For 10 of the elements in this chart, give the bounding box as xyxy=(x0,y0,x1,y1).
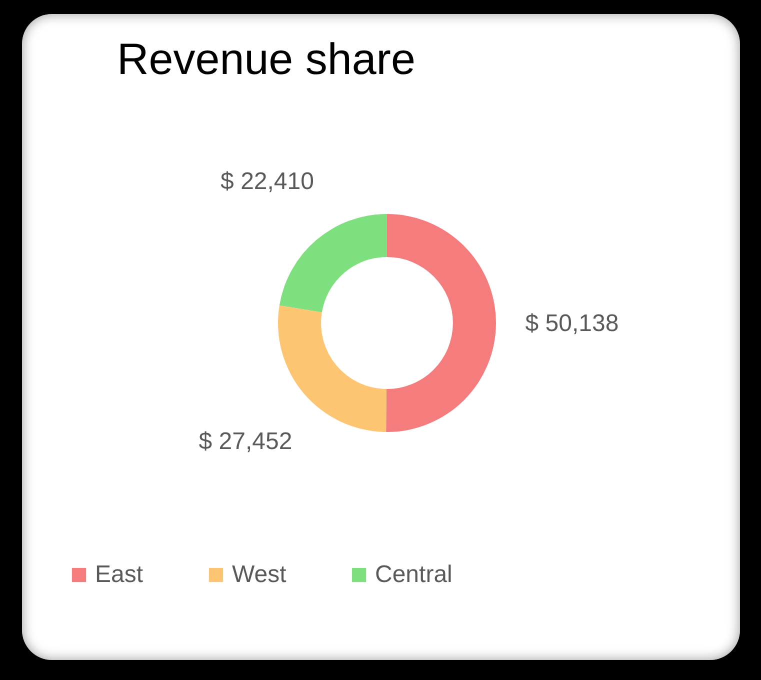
legend-label: West xyxy=(232,561,287,588)
data-label: $ 22,410 xyxy=(220,168,314,195)
chart-title: Revenue share xyxy=(117,35,416,84)
donut-slice xyxy=(278,305,386,432)
legend-label: Central xyxy=(375,561,452,588)
donut-slice xyxy=(279,214,387,312)
legend-label: East xyxy=(95,561,144,588)
donut-slice xyxy=(386,214,496,432)
data-label: $ 27,452 xyxy=(198,428,292,456)
data-label: $ 50,138 xyxy=(525,310,619,337)
